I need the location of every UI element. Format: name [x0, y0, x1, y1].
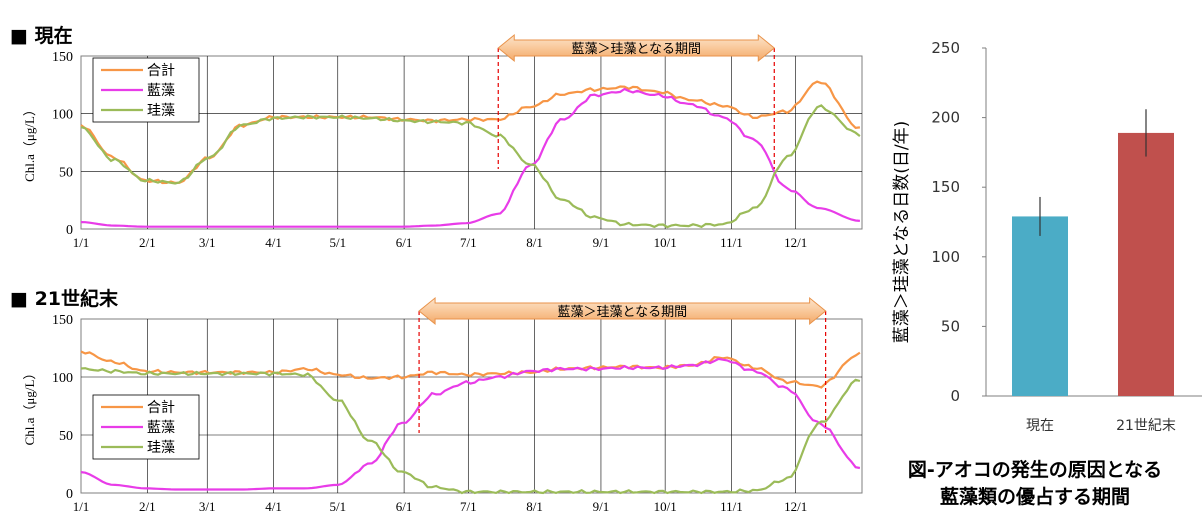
y-tick-label: 0	[66, 223, 73, 238]
line-chart-current: 1/1 2/1 3/1 4/1 5/1 6/1 7/1 8/1 9/1 10/1 11/1 12/1 0…	[10, 24, 863, 250]
x-tick-label: 11/1	[720, 499, 743, 514]
x-tick-label: 8/1	[526, 499, 543, 514]
series-line-diatom	[80, 367, 861, 495]
y-tick-label: 0	[950, 387, 960, 405]
x-tick-label: 12/1	[784, 235, 807, 250]
y-tick-label: 50	[59, 165, 73, 180]
series-line-diatom	[80, 104, 861, 229]
x-tick-label: 11/1	[720, 235, 743, 250]
figure-caption-line1: 図-アオコの発生の原因となる	[908, 458, 1162, 481]
x-tick-label: 2/1	[139, 235, 156, 250]
x-tick-label: 10/1	[654, 235, 677, 250]
x-tick-label: 現在	[1026, 418, 1054, 434]
y-tick-label: 200	[931, 109, 960, 127]
legend-label: 合計	[147, 400, 175, 416]
y-tick-label: 100	[52, 371, 73, 386]
y-tick-label: 150	[52, 50, 73, 65]
x-tick-label: 10/1	[654, 499, 677, 514]
x-tick-label: 6/1	[396, 235, 413, 250]
x-tick-label: 4/1	[265, 235, 282, 250]
figure-caption-line2: 藍藻類の優占する期間	[940, 485, 1130, 508]
x-tick-label: 5/1	[329, 499, 346, 514]
y-tick-label: 50	[59, 429, 73, 444]
y-tick-label: 150	[52, 313, 73, 328]
y-tick-label: 50	[941, 317, 960, 335]
chart-title: ■ 現在	[10, 24, 73, 47]
series-line-blue-green-algae	[80, 357, 861, 491]
x-tick-label: 2/1	[139, 499, 156, 514]
x-tick-label: 6/1	[396, 499, 413, 514]
y-tick-label: 0	[66, 487, 73, 502]
bar-current	[1012, 216, 1068, 396]
x-tick-label: 5/1	[329, 235, 346, 250]
y-tick-label: 100	[52, 108, 73, 123]
x-tick-label: 1/1	[73, 235, 90, 250]
x-tick-label: 1/1	[73, 499, 90, 514]
y-tick-label: 250	[931, 39, 960, 57]
chart-title: ■ 21世紀末	[10, 287, 119, 310]
bar-chart-dominance-days: 0 50 100 150 200 250 藍藻＞珪藻となる日数(日/年) 現在 21世紀末	[892, 39, 1202, 434]
y-axis-label: Chl.a（μg/L）	[22, 103, 37, 182]
x-tick-label: 7/1	[460, 235, 477, 250]
legend-label: 珪藻	[147, 440, 175, 456]
x-tick-label: 3/1	[199, 499, 216, 514]
period-annotation: 藍藻＞珪藻となる期間	[571, 42, 701, 57]
x-tick-label: 9/1	[593, 235, 610, 250]
plot-area	[80, 55, 863, 230]
series-line-blue-green-algae	[80, 87, 861, 228]
legend-label: 藍藻	[147, 83, 175, 99]
legend-label: 合計	[147, 63, 175, 79]
period-arrow	[497, 33, 776, 63]
x-tick-label: 4/1	[265, 499, 282, 514]
line-chart-21st-century-end: 1/1 2/1 3/1 4/1 5/1 6/1 7/1 8/1 9/1 10/1 11/1 12/1 0…	[10, 287, 863, 514]
y-axis-label: 藍藻＞珪藻となる日数(日/年)	[892, 121, 912, 343]
period-arrow	[418, 296, 827, 326]
y-tick-label: 100	[931, 248, 960, 266]
x-tick-label: 8/1	[526, 235, 543, 250]
x-tick-label: 12/1	[784, 499, 807, 514]
legend-label: 藍藻	[147, 420, 175, 436]
legend-label: 珪藻	[147, 103, 175, 119]
x-tick-label: 21世紀末	[1116, 418, 1176, 434]
plot-area	[80, 318, 863, 494]
y-axis-label: Chl.a（μg/L）	[22, 367, 37, 446]
x-tick-label: 3/1	[199, 235, 216, 250]
y-tick-label: 150	[931, 178, 960, 196]
bar-21st-century-end	[1118, 132, 1174, 397]
x-tick-label: 7/1	[460, 499, 477, 514]
x-tick-label: 9/1	[593, 499, 610, 514]
period-annotation: 藍藻＞珪藻となる期間	[558, 305, 688, 320]
